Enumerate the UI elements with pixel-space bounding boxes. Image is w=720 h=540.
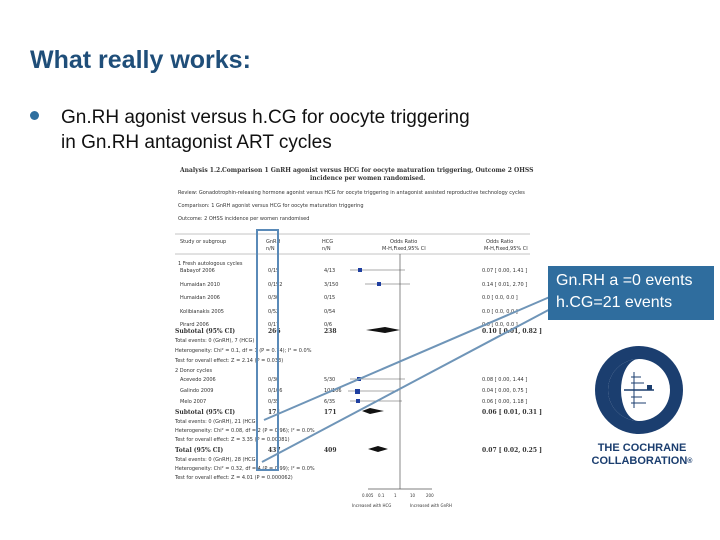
gnrh-column-highlight <box>256 229 279 471</box>
axis-tick-label: 10 <box>410 493 416 498</box>
callout-line-1: Gn.RH a =0 events <box>556 272 693 289</box>
col-gnrh: GnRH <box>266 239 281 245</box>
col-hcg-sub: n/N <box>322 246 331 252</box>
cochrane-logo-text: THE COCHRANE COLLABORATION® <box>582 442 702 468</box>
bullet-line-1: Gn.RH agonist versus h.CG for oocyte tri… <box>61 107 470 128</box>
table-row-hcg: 3/150 <box>324 281 339 288</box>
table-row-study: Humaidan 2010 <box>180 281 220 288</box>
comparison-line: Comparison: 1 GnRH agonist versus HCG fo… <box>178 203 364 209</box>
table-row-or: 0.07 [ 0.00, 1.41 ] <box>482 268 528 274</box>
forest-plot-graphics <box>175 233 530 490</box>
point-acevedo <box>357 377 361 381</box>
axis-tick-label: 0.1 <box>378 493 385 498</box>
table-row-gnrh: 0/152 <box>268 281 283 288</box>
subtotal2-heterogeneity: Heterogeneity: Chi² = 0.08, df = 2 (P = … <box>175 428 315 434</box>
point-melo <box>356 399 360 403</box>
subtotal1-label: Subtotal (95% CI) <box>175 328 236 335</box>
col-hcg: HCG <box>322 239 334 245</box>
group2-label: 2 Donor cycles <box>175 368 213 374</box>
axis-tick-label: 1 <box>394 493 397 498</box>
table-row-hcg: 4/13 <box>324 268 336 274</box>
table-row-study: Babayof 2006 <box>180 268 215 274</box>
col-or-sub: M-H,Fixed,95% CI <box>382 246 426 252</box>
axis-tick-label: 200 <box>426 493 434 498</box>
axis-tick-label: 0.005 <box>362 493 374 498</box>
col-or2-sub: M-H,Fixed,95% CI <box>484 246 528 252</box>
total-test: Test for overall effect: Z = 4.01 (P = 0… <box>175 475 293 481</box>
point-babayof <box>358 268 362 272</box>
group1-label: 1 Fresh autologous cycles <box>178 261 243 267</box>
diamond-subtotal2 <box>362 408 384 414</box>
total-events: Total events: 0 (GnRH), 28 (HCG) <box>175 457 258 463</box>
bullet-text: Gn.RH agonist versus h.CG for oocyte tri… <box>61 105 581 155</box>
subtotal2-label: Subtotal (95% CI) <box>175 409 236 416</box>
outcome-line: Outcome: 2 OHSS incidence per women rand… <box>178 216 310 222</box>
cochrane-logo-icon <box>595 346 683 434</box>
table-row-study: Kolibianakis 2005 <box>180 308 224 315</box>
col-or2: Odds Ratio <box>486 239 514 245</box>
table-row-study: Melo 2007 <box>180 399 207 405</box>
total-label: Total (95% CI) <box>175 447 224 454</box>
review-line: Review: Gonadotrophin-releasing hormone … <box>178 190 525 196</box>
subtotal1-events: Total events: 0 (GnRH), 7 (HCG) <box>175 338 255 344</box>
bullet-line-2: in Gn.RH antagonist ART cycles <box>61 132 332 153</box>
favours-left: Increased with HCG <box>352 503 392 508</box>
analysis-label: Analysis 1.2. <box>180 167 223 174</box>
subtotal2-events: Total events: 0 (GnRH), 21 (HCG) <box>175 419 258 425</box>
point-humaidan-2010 <box>377 282 381 286</box>
callout-box: Gn.RH a =0 events h.CG=21 events <box>548 266 714 320</box>
col-gnrh-sub: n/N <box>266 246 275 252</box>
table-row-study: Acevedo 2006 <box>180 377 216 383</box>
comparison-title-2: incidence per women randomised. <box>310 175 426 182</box>
point-galindo <box>355 389 360 394</box>
table-row-study: Galindo 2009 <box>180 388 214 394</box>
table-row-study: Humaidan 2006 <box>180 295 220 301</box>
slide-title: What really works: <box>30 46 251 74</box>
subtotal1-test: Test for overall effect: Z = 2.14 (P = 0… <box>175 358 284 364</box>
table-row-gnrh: 0/15 <box>268 268 280 274</box>
col-or: Odds Ratio <box>390 239 418 245</box>
logo-line-1: THE COCHRANE <box>597 442 687 454</box>
subtotal2-test: Test for overall effect: Z = 3.35 (P = 0… <box>175 437 290 443</box>
table-row-study: Pirard 2006 <box>180 322 209 328</box>
col-study: Study or subgroup <box>180 239 227 245</box>
diamond-total <box>368 446 388 452</box>
diamond-subtotal1 <box>366 327 400 333</box>
callout-line-2: h.CG=21 events <box>556 294 673 311</box>
logo-line-2-text: COLLABORATION <box>591 455 688 467</box>
comparison-title: Comparison 1 GnRH agonist versus HCG for… <box>222 167 534 174</box>
favours-right: Increased with GnRH <box>410 503 452 508</box>
registered-mark: ® <box>687 458 693 465</box>
logo-line-2: COLLABORATION® <box>582 455 702 468</box>
total-heterogeneity: Heterogeneity: Chi² = 0.32, df = 4 (P = … <box>175 466 315 472</box>
bullet-dot <box>30 111 39 120</box>
table-row-or: 0.14 [ 0.01, 2.70 ] <box>482 281 528 288</box>
forest-plot-figure: Analysis 1.2. Comparison 1 GnRH agonist … <box>170 164 546 514</box>
subtotal1-heterogeneity: Heterogeneity: Chi² = 0.1, df = 1 (P = 0… <box>175 348 312 354</box>
